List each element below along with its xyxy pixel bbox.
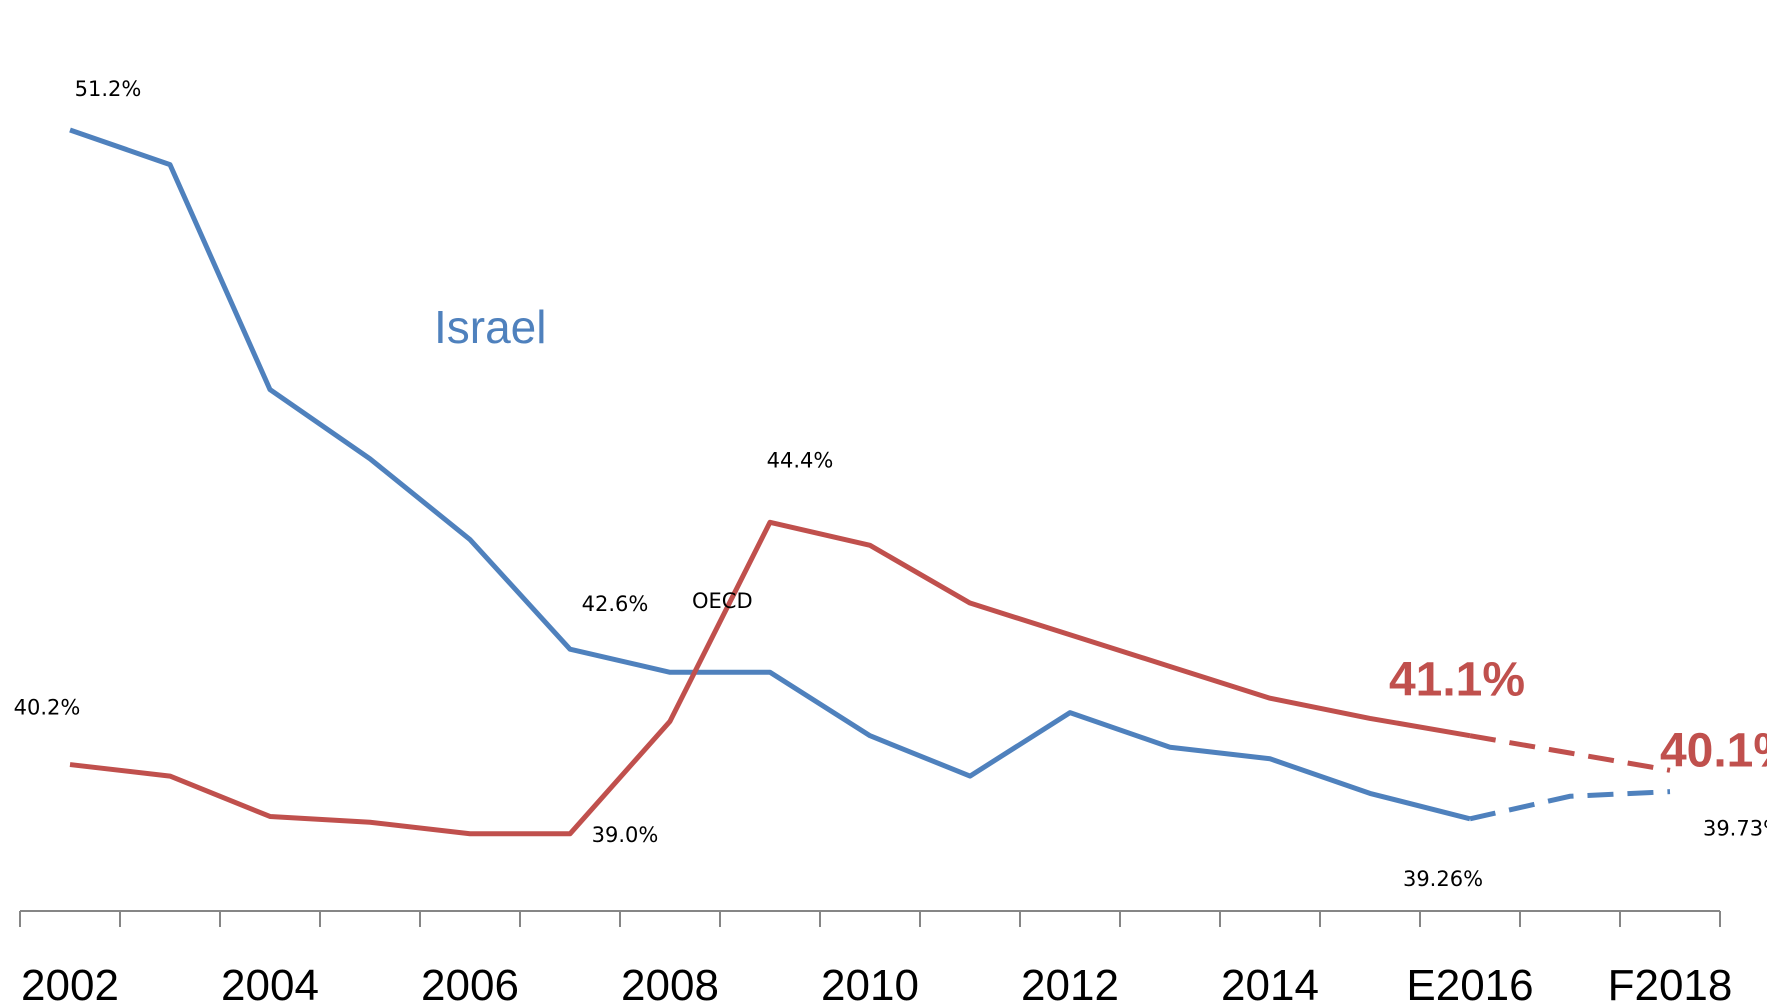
data-point bbox=[1367, 715, 1373, 721]
data-point bbox=[867, 542, 873, 548]
data-point bbox=[67, 127, 73, 133]
data-point bbox=[67, 762, 73, 768]
data-point bbox=[167, 773, 173, 779]
x-tick-label: 2010 bbox=[821, 961, 919, 1008]
data-label: 44.4% bbox=[767, 448, 834, 472]
data-point bbox=[367, 456, 373, 462]
x-tick-label: 2008 bbox=[621, 961, 719, 1008]
data-point bbox=[467, 831, 473, 837]
data-point bbox=[967, 773, 973, 779]
series-israel bbox=[67, 127, 1673, 822]
data-point bbox=[1067, 632, 1073, 638]
data-point bbox=[767, 519, 773, 525]
data-point bbox=[267, 813, 273, 819]
data-label: 39.0% bbox=[592, 823, 659, 847]
data-label: 39.26% bbox=[1403, 867, 1483, 891]
series-label-israel: Israel bbox=[434, 301, 546, 353]
x-axis: 2002 2004 2006 2008 2010 2012 2014 E2016 F2018 bbox=[19, 910, 1733, 1008]
x-tick-label: 2002 bbox=[21, 961, 119, 1008]
data-point bbox=[1267, 695, 1273, 701]
data-point bbox=[567, 646, 573, 652]
data-point bbox=[1567, 750, 1573, 756]
data-point bbox=[667, 718, 673, 724]
data-point bbox=[1667, 789, 1673, 795]
data-label: 51.2% bbox=[75, 77, 142, 101]
data-label: 40.1% bbox=[1660, 724, 1767, 777]
x-tick-label: 2006 bbox=[421, 961, 519, 1008]
series-line-forecast-oecd bbox=[1469, 733, 1671, 773]
series-line-oecd bbox=[69, 519, 1471, 837]
series-line-forecast-israel bbox=[1469, 789, 1671, 822]
data-label: 41.1% bbox=[1389, 654, 1525, 707]
series-oecd bbox=[67, 519, 1671, 837]
data-point bbox=[967, 600, 973, 606]
data-label: 42.6% bbox=[582, 592, 649, 616]
data-label: 39.73% bbox=[1703, 817, 1767, 841]
data-label: 40.2% bbox=[14, 696, 81, 720]
data-point bbox=[1467, 733, 1473, 739]
data-point bbox=[167, 162, 173, 168]
data-point bbox=[1467, 816, 1473, 822]
data-point bbox=[1167, 744, 1173, 750]
series-label-oecd: OECD bbox=[692, 589, 753, 613]
data-point bbox=[267, 387, 273, 393]
data-point bbox=[767, 669, 773, 675]
x-tick-label: 2012 bbox=[1021, 961, 1119, 1008]
x-tick-label: 2004 bbox=[221, 961, 319, 1008]
series-layer bbox=[67, 127, 1673, 837]
data-point bbox=[1567, 793, 1573, 799]
x-tick-label: E2016 bbox=[1406, 961, 1533, 1008]
data-point bbox=[467, 537, 473, 543]
data-point bbox=[867, 733, 873, 739]
data-point bbox=[1167, 663, 1173, 669]
x-tick-label: 2014 bbox=[1221, 961, 1319, 1008]
data-point bbox=[1067, 710, 1073, 716]
data-point bbox=[367, 819, 373, 825]
data-point bbox=[1267, 756, 1273, 762]
data-point bbox=[667, 669, 673, 675]
x-tick-label: F2018 bbox=[1608, 961, 1733, 1008]
data-point bbox=[1367, 790, 1373, 796]
series-line-israel bbox=[69, 127, 1471, 822]
label-layer: 51.2% 42.6% 39.26% 39.73% 40.2% 39.0% 44.4% 41.… bbox=[14, 77, 1767, 891]
data-point bbox=[567, 831, 573, 837]
